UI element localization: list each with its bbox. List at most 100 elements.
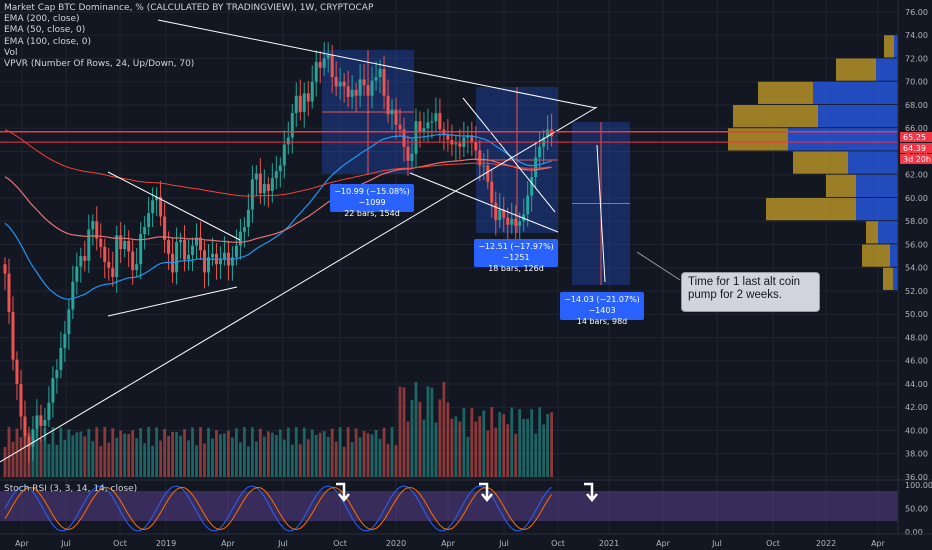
volume-bar [318, 432, 322, 477]
time-tick-label: Jul [277, 539, 288, 548]
candle-body [478, 150, 482, 166]
volume-bar [270, 432, 274, 477]
volume-bar [43, 427, 47, 477]
candle-body [318, 61, 322, 68]
candle-body [474, 142, 478, 151]
rsi-tick-label: 0.00 [905, 528, 923, 537]
vpvr-profile [728, 35, 898, 290]
candle-body [378, 68, 382, 78]
candle-body [31, 429, 35, 447]
rsi-axis: 100.00 50.00 0.00 [905, 481, 932, 537]
candle-body [242, 227, 246, 232]
volume-bar [223, 433, 226, 477]
candle-body [282, 144, 286, 166]
candle-body [87, 229, 91, 261]
measure-label-3-line2: 14 bars, 98d [576, 317, 628, 326]
trend-lines [0, 19, 898, 463]
time-tick-label: 2020 [386, 539, 406, 548]
measure-label-3: −14.03 (−21.07%) −1403 14 bars, 98d [560, 292, 644, 326]
volume-bar [155, 427, 159, 477]
candle-body [59, 347, 63, 371]
volume-bar [203, 443, 206, 477]
volume-bar [486, 430, 490, 477]
volume-bar [322, 431, 326, 477]
volume-bar [91, 441, 95, 477]
candle-body [538, 146, 542, 158]
volume-bar [163, 429, 166, 477]
trend-line [409, 172, 559, 233]
vpvr-down-bar [733, 104, 818, 128]
vpvr-up-bar [878, 221, 898, 244]
price-tick-label: 76.00 [905, 8, 928, 17]
volume-bar [330, 428, 334, 477]
volume-bar [310, 429, 314, 477]
price-axis: 36.00 38.00 40.00 42.00 44.00 46.00 48.00 50.00… [897, 0, 932, 534]
vpvr-down-bar [826, 174, 856, 197]
price-tick-label: 70.00 [905, 78, 928, 87]
measure-label-1-line2: 22 bars, 154d [344, 209, 400, 218]
stoch-k-line [4, 485, 552, 532]
vpvr-down-bar [766, 197, 856, 221]
time-tick-label: 2022 [816, 539, 836, 548]
candle-body [266, 184, 270, 192]
vpvr-down-bar [862, 244, 890, 267]
candle-body [55, 370, 59, 379]
candle-body [390, 109, 394, 115]
callout-note[interactable]: Time for 1 last alt coin pump for 2 week… [681, 272, 820, 312]
volume-bar [434, 422, 438, 477]
measure-label-2-line2: 18 bars, 126d [488, 264, 544, 273]
price-tick-label: 48.00 [905, 333, 928, 342]
volume-bar [183, 429, 186, 477]
price-tick-label: 56.00 [905, 240, 928, 249]
price-badge [900, 143, 932, 153]
volume-bar [243, 427, 246, 477]
volume-bar [338, 427, 342, 477]
candle-body [422, 128, 426, 132]
volume-bar [282, 439, 286, 477]
vpvr-up-bar [893, 267, 898, 290]
volume-bar [171, 431, 174, 477]
volume-bar [87, 428, 91, 477]
volume-bar [23, 431, 27, 477]
volume-bar [350, 442, 354, 477]
candle-body [306, 93, 310, 102]
volume-bar [490, 407, 494, 477]
volume-bar [83, 436, 87, 477]
price-tick-label: 72.00 [905, 54, 928, 63]
candle-body [322, 58, 326, 68]
trend-line [157, 19, 597, 109]
volume-bar [526, 418, 530, 477]
volume-bar [111, 428, 115, 477]
candle-body [302, 93, 306, 112]
vpvr-up-bar [894, 35, 898, 58]
vpvr-down-bar [758, 81, 813, 104]
ema100-line [4, 158, 552, 243]
volume-bar [55, 444, 59, 477]
candle-body [382, 68, 386, 96]
candle-body [47, 402, 51, 421]
candle-body [438, 113, 442, 130]
ema200-line [4, 129, 552, 197]
volume-bar [530, 409, 534, 477]
candle-body [127, 241, 131, 252]
candle-body [191, 245, 195, 255]
candle-body [418, 121, 422, 132]
candle-body [187, 254, 191, 260]
volume-bar [103, 427, 107, 477]
candle-body [119, 235, 123, 250]
legend-vpvr: VPVR (Number Of Rows, 24, Up/Down, 70) [4, 59, 195, 70]
candle-body [534, 157, 538, 178]
vpvr-down-bar [728, 128, 788, 151]
candle-body [250, 179, 254, 210]
vpvr-up-bar [818, 104, 898, 128]
candle-body [167, 239, 171, 254]
candle-body [326, 54, 330, 59]
price-tick-label: 46.00 [905, 357, 928, 366]
candle-body [43, 420, 47, 426]
candle-body [51, 378, 55, 403]
stoch-rsi-legend: Stoch RSI (3, 3, 14, 14, close) [4, 484, 138, 494]
candle-body [135, 264, 139, 271]
price-badge-label: 65.25 [903, 133, 926, 142]
volume-bar [123, 433, 127, 477]
